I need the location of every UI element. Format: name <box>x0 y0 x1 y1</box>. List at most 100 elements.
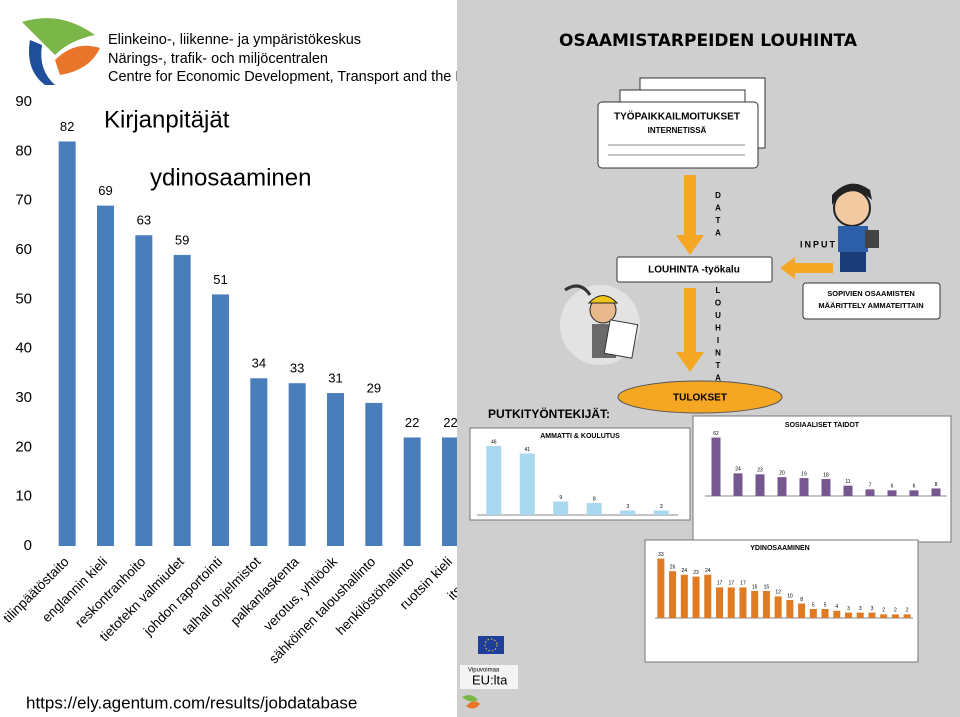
value-label: 15 <box>764 584 770 590</box>
arrow <box>676 288 704 372</box>
bar <box>809 609 817 618</box>
y-tick-label: 90 <box>15 93 32 110</box>
bar <box>135 235 153 546</box>
bar <box>711 437 721 496</box>
value-label: 23 <box>757 468 763 474</box>
header-line: Elinkeino-, liikenne- ja ympäristökeskus <box>108 32 361 48</box>
value-label: 2 <box>906 608 909 614</box>
diagram-title: OSAAMISTARPEIDEN LOUHINTA <box>559 31 858 51</box>
value-label: 3 <box>847 606 850 612</box>
header-line: Centre for Economic Development, Transpo… <box>108 69 473 85</box>
bar <box>58 141 76 546</box>
bar <box>891 614 899 618</box>
x-tick-label: palkanlaskenta <box>228 554 303 629</box>
bar <box>865 489 875 496</box>
value-label: 69 <box>98 183 112 198</box>
bar <box>777 477 787 496</box>
bar <box>798 603 806 618</box>
arrow <box>780 257 833 279</box>
definition-line: MÄÄRITTELY AMMATEITTAIN <box>818 301 923 310</box>
value-label: 10 <box>787 593 793 599</box>
bar <box>620 510 636 515</box>
ely-logo <box>22 18 100 85</box>
value-label: 18 <box>823 472 829 478</box>
annotation: ydinosaaminen <box>150 164 311 191</box>
y-tick-label: 20 <box>15 438 32 455</box>
bar <box>762 591 770 618</box>
value-label: 17 <box>740 581 746 587</box>
tool-label: LOUHINTA -työkalu <box>648 265 740 276</box>
value-label: 4 <box>835 604 838 610</box>
value-label: 17 <box>717 581 723 587</box>
bar <box>786 600 794 618</box>
header-line: Närings-, trafik- och miljöcentralen <box>108 51 328 67</box>
bar <box>680 574 688 618</box>
value-label: 5 <box>812 602 815 608</box>
bar <box>519 453 535 515</box>
bar <box>250 378 268 546</box>
x-tick-label: tilinpäätöstaito <box>0 554 72 626</box>
value-label: 2 <box>882 608 885 614</box>
value-label: 9 <box>559 495 562 501</box>
value-label: 6 <box>891 484 894 490</box>
bar <box>821 609 829 618</box>
bar <box>704 574 712 618</box>
value-label: 33 <box>290 361 304 376</box>
value-label: 2 <box>894 608 897 614</box>
value-label: 82 <box>60 119 74 134</box>
inset-title: AMMATTI & KOULUTUS <box>540 433 620 440</box>
bar <box>887 490 897 496</box>
bar <box>327 393 344 546</box>
inset-title: SOSIAALISET TAIDOT <box>785 422 860 429</box>
overlay-image: OSAAMISTARPEIDEN LOUHINTA TYÖPAIKKAILMOI… <box>457 0 960 717</box>
value-label: 24 <box>735 467 741 473</box>
value-label: 22 <box>443 415 457 430</box>
bar <box>751 591 759 618</box>
bar <box>692 576 700 618</box>
y-tick-label: 0 <box>24 537 32 554</box>
value-label: 59 <box>175 232 189 247</box>
bar <box>486 446 502 515</box>
results-ellipse <box>617 380 783 414</box>
bar <box>856 612 864 618</box>
bar <box>553 501 569 515</box>
arrow <box>676 175 704 255</box>
bar <box>403 437 421 546</box>
value-label: 29 <box>367 380 381 395</box>
value-label: 46 <box>491 439 497 445</box>
value-label: 51 <box>213 272 227 287</box>
bar <box>727 587 735 618</box>
bar <box>733 473 743 496</box>
value-label: 8 <box>935 482 938 488</box>
bar <box>843 485 853 496</box>
bar <box>845 612 852 618</box>
inset-frame <box>692 415 952 543</box>
bar <box>774 596 782 618</box>
bar <box>97 205 114 546</box>
value-label: 17 <box>728 581 734 587</box>
value-label: 6 <box>913 484 916 490</box>
person-icon <box>832 183 879 272</box>
bar <box>739 587 747 618</box>
value-label: 22 <box>405 415 419 430</box>
value-label: 63 <box>137 213 151 228</box>
source-box <box>597 101 759 169</box>
value-label: 3 <box>859 606 862 612</box>
y-tick-label: 30 <box>15 389 32 406</box>
y-tick-label: 40 <box>15 340 32 357</box>
bar <box>442 437 459 546</box>
bar <box>868 612 876 618</box>
value-label: 12 <box>775 590 781 596</box>
bar <box>716 587 723 618</box>
bar <box>931 488 941 496</box>
value-label: 41 <box>524 447 530 453</box>
bar <box>657 558 665 618</box>
bar <box>880 614 888 618</box>
bar <box>173 254 191 546</box>
bar <box>669 571 677 618</box>
definition-line: SOPIVIEN OSAAMISTEN <box>827 289 915 298</box>
tool-box <box>616 256 773 283</box>
